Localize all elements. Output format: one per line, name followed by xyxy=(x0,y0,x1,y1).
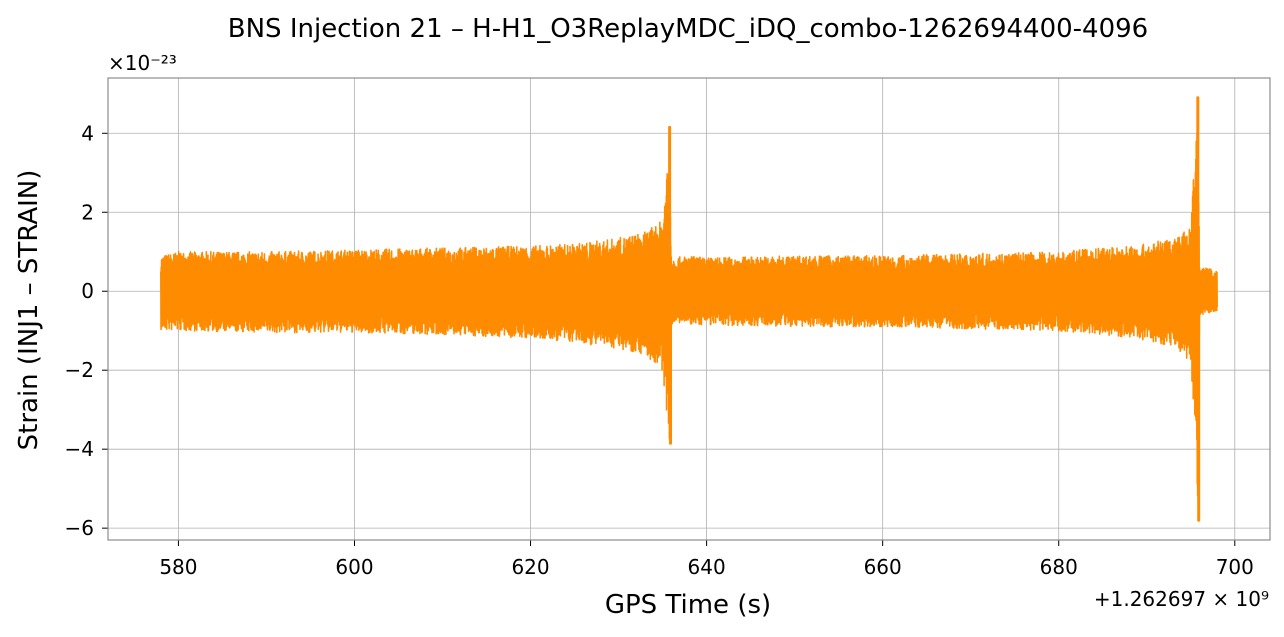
y-scale-label: ×10⁻²³ xyxy=(108,51,177,75)
tick-labels: 580 600 620 640 660 680 700 −6 −4 −2 0 2 4 xyxy=(65,121,1254,579)
y-tick-label: −2 xyxy=(65,358,94,382)
y-tick-label: −6 xyxy=(65,516,94,540)
x-tick-label: 600 xyxy=(335,555,373,579)
x-tick-label: 640 xyxy=(688,555,726,579)
x-tick-label: 700 xyxy=(1216,555,1254,579)
y-tick-label: 0 xyxy=(81,279,94,303)
x-offset-label: +1.262697 × 10⁹ xyxy=(1094,587,1269,611)
chart-title: BNS Injection 21 – H-H1_O3ReplayMDC_iDQ_… xyxy=(228,14,1148,44)
x-tick-label: 680 xyxy=(1040,555,1078,579)
plot-area xyxy=(160,96,1218,522)
x-tick-label: 660 xyxy=(864,555,902,579)
y-tick-label: 4 xyxy=(81,121,94,145)
series-line-strain xyxy=(160,131,1218,497)
y-tick-label: 2 xyxy=(81,200,94,224)
y-tick-label: −4 xyxy=(65,437,94,461)
axes xyxy=(102,77,1271,546)
y-axis-label: Strain (INJ1 – STRAIN) xyxy=(14,170,44,451)
axes-frame xyxy=(107,77,1271,541)
x-tick-label: 620 xyxy=(511,555,549,579)
x-axis-label: GPS Time (s) xyxy=(605,590,771,620)
x-tick-label: 580 xyxy=(159,555,197,579)
